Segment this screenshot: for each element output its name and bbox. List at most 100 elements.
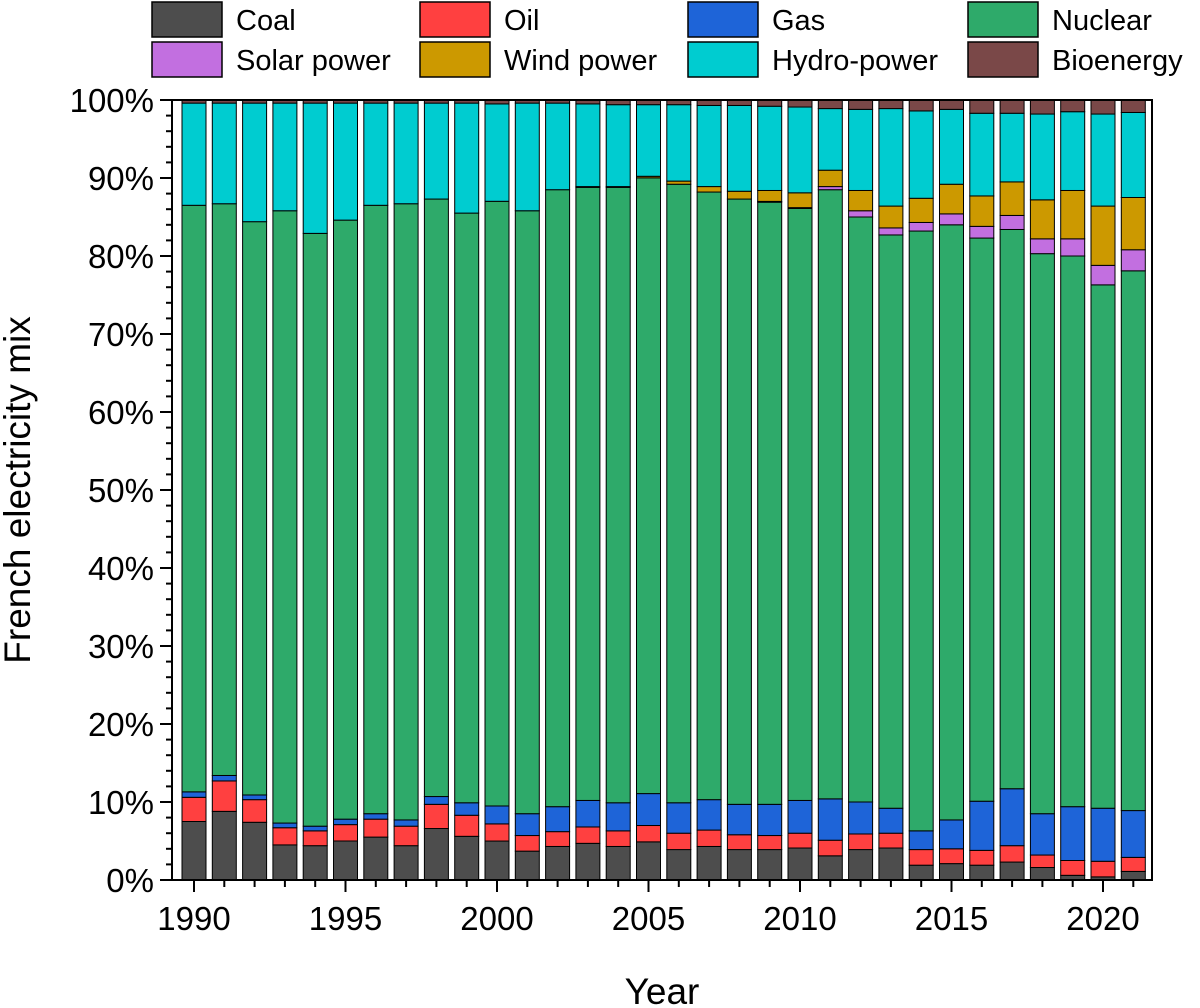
bar-gas-2000 xyxy=(484,805,510,825)
bar-oil-2002 xyxy=(545,831,571,847)
bar-nuclear-1991 xyxy=(211,203,237,776)
bar-nuclear-1995 xyxy=(333,219,358,820)
bar-oil-1992 xyxy=(242,799,268,823)
bar-oil-1994 xyxy=(302,830,328,847)
bars xyxy=(181,99,1146,881)
bar-oil-2007 xyxy=(696,829,722,847)
bar-coal-2003 xyxy=(575,842,601,881)
x-tick-label: 1990 xyxy=(157,900,230,937)
y-tick-label: 60% xyxy=(88,394,154,431)
bar-wind-power-2017 xyxy=(999,181,1025,216)
bar-nuclear-1993 xyxy=(272,210,298,824)
bar-hydro-power-1999 xyxy=(454,102,480,214)
bar-oil-1991 xyxy=(211,780,237,812)
bar-gas-1999 xyxy=(454,802,480,816)
bar-gas-2019 xyxy=(1060,806,1086,861)
bar-wind-power-2020 xyxy=(1090,205,1116,266)
legend-label-coal: Coal xyxy=(236,5,296,37)
legend-label-nuclear: Nuclear xyxy=(1052,5,1152,37)
bar-coal-2014 xyxy=(908,864,934,881)
y-tick-label: 40% xyxy=(88,550,154,587)
bar-gas-2003 xyxy=(575,799,601,828)
y-tick-label: 20% xyxy=(88,706,154,743)
bar-gas-1998 xyxy=(423,796,449,805)
bar-coal-2009 xyxy=(757,849,783,881)
bar-hydro-power-2011 xyxy=(817,108,843,171)
bar-nuclear-2007 xyxy=(696,191,722,801)
legend: Coal Oil Gas Nuclear Solar power Wind power Hy… xyxy=(151,1,1183,78)
legend-label-bioenergy: Bioenergy xyxy=(1052,45,1183,77)
bar-oil-2000 xyxy=(484,823,510,842)
bar-hydro-power-1990 xyxy=(181,102,207,206)
bar-solar-power-2021 xyxy=(1120,249,1146,272)
bar-bioenergy-2012 xyxy=(848,99,874,110)
bar-hydro-power-1997 xyxy=(393,102,419,205)
y-axis-ticks: 0% 10% 20% 30% 40% 50% 60% 70% 80% 90% 100% xyxy=(70,82,172,899)
bar-oil-2006 xyxy=(666,832,692,851)
bar-hydro-power-2008 xyxy=(726,104,752,192)
bar-bioenergy-2018 xyxy=(1029,99,1055,115)
bar-bioenergy-2019 xyxy=(1060,99,1086,113)
bar-coal-1991 xyxy=(211,810,237,881)
bar-gas-1993 xyxy=(272,822,298,829)
bar-coal-2005 xyxy=(636,841,661,881)
x-tick-label: 2020 xyxy=(1066,900,1139,937)
bar-gas-1995 xyxy=(333,818,358,826)
bar-hydro-power-2003 xyxy=(575,103,601,188)
bar-gas-1990 xyxy=(181,791,207,798)
bar-hydro-power-2020 xyxy=(1090,113,1116,207)
bar-coal-2002 xyxy=(545,845,571,881)
bar-oil-2017 xyxy=(999,845,1025,863)
bar-coal-1994 xyxy=(302,845,328,881)
y-tick-label: 50% xyxy=(88,472,154,509)
bar-nuclear-1999 xyxy=(454,212,480,804)
bar-solar-power-2015 xyxy=(939,213,964,226)
bar-coal-1996 xyxy=(363,836,389,881)
bar-nuclear-1996 xyxy=(363,204,389,815)
bar-nuclear-2005 xyxy=(636,177,661,795)
bar-coal-2016 xyxy=(969,864,995,881)
bar-oil-2012 xyxy=(848,833,874,851)
bar-wind-power-2011 xyxy=(817,169,843,188)
bar-gas-2011 xyxy=(817,798,843,841)
bar-hydro-power-1991 xyxy=(211,102,237,205)
x-tick-label: 2005 xyxy=(612,900,685,937)
bar-hydro-power-1992 xyxy=(242,102,268,223)
bar-oil-1993 xyxy=(272,827,298,846)
bar-nuclear-2017 xyxy=(999,228,1025,790)
legend-swatch-nuclear xyxy=(967,1,1039,38)
bar-hydro-power-2019 xyxy=(1060,111,1086,191)
bar-wind-power-2014 xyxy=(908,197,934,223)
bar-nuclear-2008 xyxy=(726,198,752,805)
bar-coal-1997 xyxy=(393,845,419,881)
bar-oil-2019 xyxy=(1060,860,1086,876)
bar-oil-2001 xyxy=(514,835,540,852)
legend-label-wind-power: Wind power xyxy=(504,45,657,77)
bar-bioenergy-2020 xyxy=(1090,99,1116,115)
bar-hydro-power-2012 xyxy=(848,108,874,191)
bar-solar-power-2013 xyxy=(878,227,904,236)
x-axis-title: Year xyxy=(625,971,700,1008)
bar-hydro-power-2017 xyxy=(999,112,1025,183)
bar-oil-2009 xyxy=(757,835,783,851)
bar-nuclear-2019 xyxy=(1060,255,1086,808)
bar-wind-power-2019 xyxy=(1060,189,1086,240)
bar-oil-2010 xyxy=(787,832,813,849)
bar-coal-2017 xyxy=(999,861,1025,881)
bar-solar-power-2020 xyxy=(1090,264,1116,286)
bar-hydro-power-2000 xyxy=(484,103,510,202)
bar-gas-1991 xyxy=(211,774,237,782)
bar-gas-2018 xyxy=(1029,813,1055,856)
y-tick-label: 90% xyxy=(88,160,154,197)
y-tick-label: 100% xyxy=(70,82,154,119)
bar-nuclear-1990 xyxy=(181,204,207,793)
bar-hydro-power-1994 xyxy=(302,102,328,234)
bar-nuclear-1998 xyxy=(423,198,449,798)
bar-gas-2009 xyxy=(757,803,783,837)
bar-nuclear-2006 xyxy=(666,183,692,804)
bar-nuclear-2020 xyxy=(1090,284,1116,809)
bar-hydro-power-2016 xyxy=(969,112,995,197)
bar-solar-power-2017 xyxy=(999,214,1025,230)
bar-gas-1996 xyxy=(363,813,389,820)
